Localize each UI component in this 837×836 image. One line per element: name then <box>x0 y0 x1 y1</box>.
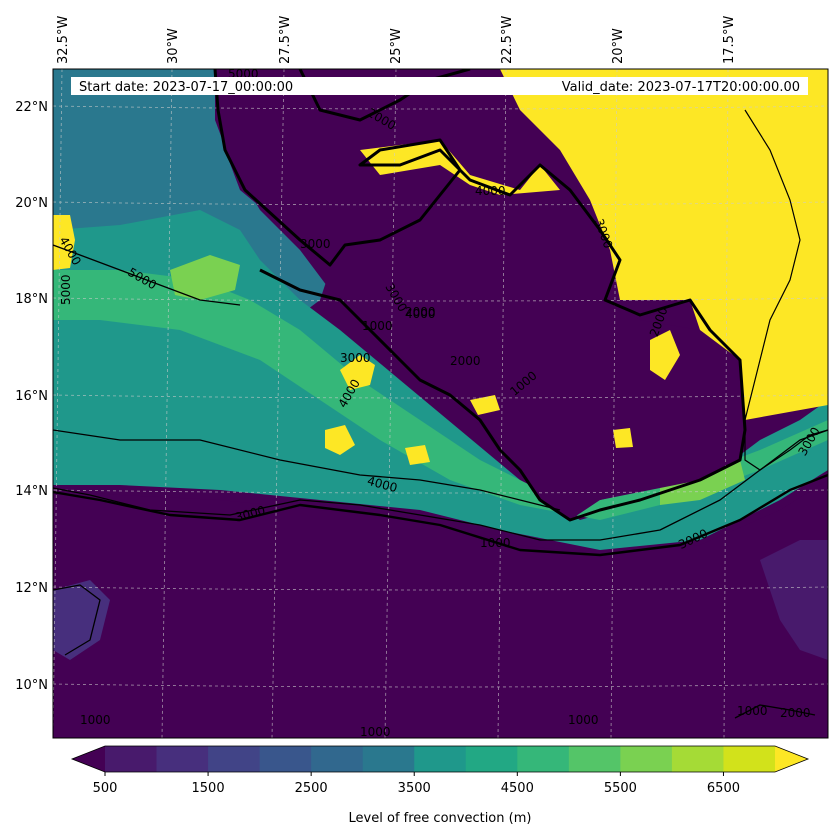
contour-label: 1000 <box>360 725 391 739</box>
colorbar-cell <box>156 746 209 772</box>
contour-label: 3000 <box>340 351 371 365</box>
field-region-light-green <box>53 270 828 520</box>
colorbar-cell <box>208 746 261 772</box>
lat-label: 10°N <box>15 678 48 693</box>
gridlines <box>53 69 828 738</box>
lon-label: 30°W <box>166 28 181 64</box>
contour-line-2000-s <box>53 473 828 557</box>
contour-label: 2000 <box>780 706 811 720</box>
field-region-green-band <box>53 210 828 550</box>
colorbar-cell <box>465 746 518 772</box>
field-region-bright-green-1 <box>170 255 240 300</box>
colorbar-cell <box>723 746 776 772</box>
lon-label: 22.5°W <box>500 16 515 64</box>
contour-label: 4000 <box>475 184 506 198</box>
latitude-labels: 22°N 20°N 18°N 16°N 14°N 12°N 10°N <box>15 100 48 693</box>
field-region-yellow-blob-4 <box>470 395 500 415</box>
lat-label: 18°N <box>15 292 48 307</box>
contour-label: 2000 <box>450 354 481 368</box>
start-date-label: Start date: 2023-07-17_00:00:00 <box>79 80 293 95</box>
contour-label: 1000 <box>737 704 768 718</box>
date-annotation-box <box>71 77 808 95</box>
field-region-yellow-blob-1 <box>340 355 375 390</box>
colorbar-cell <box>517 746 570 772</box>
field-region-yellow-blob-2 <box>325 425 355 455</box>
colorbar-cell <box>259 746 312 772</box>
colorbar-tick-label: 1500 <box>192 781 225 796</box>
lon-label: 20°W <box>611 28 626 64</box>
colorbar-title: Level of free convection (m) <box>349 811 532 826</box>
colorbar-cell <box>620 746 673 772</box>
contour-label: 3000 <box>300 237 331 251</box>
colorbar-tick-label: 500 <box>93 781 118 796</box>
lat-label: 12°N <box>15 581 48 596</box>
colorbar-cell <box>671 746 724 772</box>
lon-label: 17.5°W <box>722 16 737 64</box>
colorbar-tick-label: 5500 <box>604 781 637 796</box>
colorbar-cell <box>311 746 364 772</box>
map-panel: 5000 4000 5000 5000 3000 2000 4000 3000 … <box>53 69 828 739</box>
lat-label: 16°N <box>15 389 48 404</box>
contour-label: 1000 <box>568 713 599 727</box>
field-region-yellow-west-edge <box>53 215 75 270</box>
colorbar-cell <box>362 746 415 772</box>
field-region-bright-green-2 <box>660 460 745 505</box>
coastline-africa <box>744 109 828 471</box>
contour-line-4000-s <box>53 429 561 511</box>
contour-label: 2000 <box>405 305 436 319</box>
field-region-s-violet-patch <box>53 580 110 660</box>
contour-line-1000-se <box>734 704 816 719</box>
colorbar: 500 1500 2500 3500 4500 5500 6500 Level of fre… <box>70 745 810 826</box>
valid-date-label: Valid_date: 2023-07-17T20:00:00.00 <box>562 80 800 95</box>
contour-line-3000-s <box>53 429 828 541</box>
contour-label: 1000 <box>480 536 511 550</box>
colorbar-extend-high <box>775 746 808 772</box>
colorbar-extend-low <box>72 746 105 772</box>
colorbar-tick-label: 3500 <box>398 781 431 796</box>
field-region-n-purple <box>215 69 745 520</box>
colorbar-cell <box>414 746 467 772</box>
lat-label: 20°N <box>15 196 48 211</box>
field-region-yellow-blob-5 <box>650 330 680 380</box>
contour-line-5000-w <box>53 244 241 306</box>
colorbar-ticks: 500 1500 2500 3500 4500 5500 6500 <box>93 772 740 796</box>
lon-label: 27.5°W <box>278 16 293 64</box>
lon-label: 25°W <box>389 28 404 64</box>
contour-label: 1000 <box>80 713 111 727</box>
contour-line-north-core <box>213 69 747 522</box>
colorbar-cell <box>105 746 158 772</box>
longitude-labels: 32.5°W 30°W 27.5°W 25°W 22.5°W 20°W 17.5… <box>56 16 737 64</box>
field-region-yellow-blob-6 <box>613 428 633 448</box>
field-region-se-violet-patch <box>760 540 828 660</box>
lat-label: 14°N <box>15 484 48 499</box>
lat-label: 22°N <box>15 100 48 115</box>
colorbar-cells <box>70 745 810 773</box>
contour-label: 5000 <box>59 274 73 305</box>
colorbar-cell <box>568 746 621 772</box>
colorbar-tick-label: 2500 <box>295 781 328 796</box>
contour-line-1000-sw <box>53 584 101 656</box>
contour-label: 1000 <box>362 319 393 333</box>
colorbar-tick-label: 6500 <box>707 781 740 796</box>
field-region-yellow-blob-3 <box>405 445 430 465</box>
contour-label: 4000 <box>405 307 436 321</box>
field-region-s-purple <box>53 480 828 738</box>
lon-label: 32.5°W <box>56 16 71 64</box>
field-region-yellow-land <box>500 69 828 420</box>
colorbar-tick-label: 4500 <box>501 781 534 796</box>
map-frame <box>52 68 829 739</box>
